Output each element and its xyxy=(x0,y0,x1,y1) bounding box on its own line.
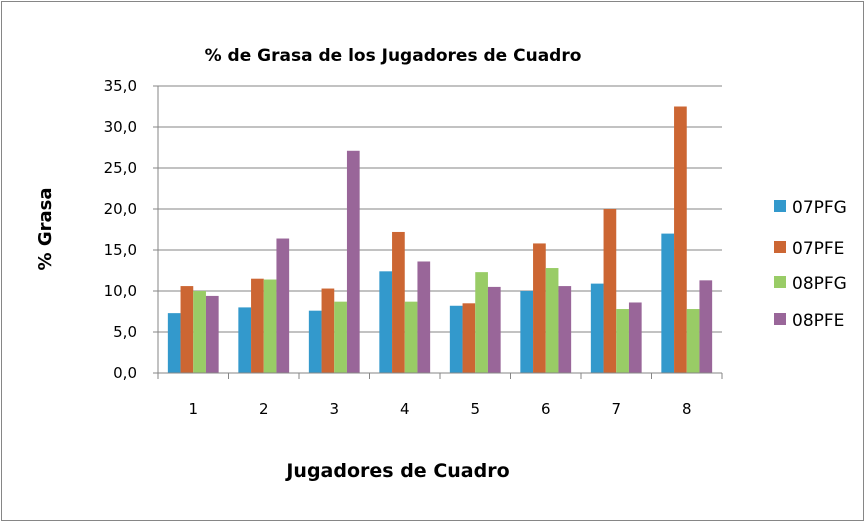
bar-08pfg xyxy=(475,272,488,373)
legend-label: 07PFG xyxy=(792,198,847,218)
x-tick-label: 3 xyxy=(329,400,339,418)
bar-08pfg xyxy=(263,279,277,373)
x-tick-label: 1 xyxy=(188,400,198,418)
x-tick-label: 7 xyxy=(611,400,621,418)
legend-label: 08PFG xyxy=(792,274,847,294)
y-tick-label: 30,0 xyxy=(104,118,137,136)
bar-08pfe xyxy=(699,280,713,373)
y-tick-label: 25,0 xyxy=(104,159,137,177)
bar-08pfe xyxy=(205,295,219,373)
y-tick-label: 35,0 xyxy=(104,77,137,95)
bar-08pfg xyxy=(193,291,206,373)
bar-07pfe xyxy=(180,286,194,373)
bar-07pfg xyxy=(590,283,604,373)
x-tick-label: 2 xyxy=(259,400,269,418)
y-tick-label: 5,0 xyxy=(113,323,137,341)
bar-07pfe xyxy=(251,278,264,373)
bar-07pfg xyxy=(308,310,322,373)
x-tick-label: 8 xyxy=(682,400,692,418)
y-axis-label: % Grasa xyxy=(35,188,56,271)
bar-07pfe xyxy=(674,106,687,373)
bar-07pfg xyxy=(449,305,463,373)
legend-swatch-07pfg xyxy=(774,200,786,212)
bar-08pfe xyxy=(276,238,290,373)
bar-08pfg xyxy=(616,309,629,373)
x-axis-label: Jugadores de Cuadro xyxy=(284,460,509,482)
bar-07pfe xyxy=(321,288,335,373)
chart-title: % de Grasa de los Jugadores de Cuadro xyxy=(205,46,582,66)
bar-08pfe xyxy=(417,261,431,373)
y-tick-label: 0,0 xyxy=(113,364,137,382)
bar-07pfe xyxy=(603,209,617,373)
bar-08pfg xyxy=(334,301,347,373)
y-tick-label: 15,0 xyxy=(104,241,137,259)
x-tick-label: 4 xyxy=(400,400,410,418)
legend-swatch-08pfg xyxy=(774,276,786,288)
bar-07pfg xyxy=(520,291,534,373)
bar-08pfe xyxy=(346,150,360,373)
legend-swatch-08pfe xyxy=(774,313,786,325)
bar-08pfg xyxy=(545,268,559,373)
legend-label: 08PFE xyxy=(792,311,844,331)
legend-label: 07PFE xyxy=(792,239,844,259)
bar-07pfg xyxy=(238,307,252,373)
bar-07pfe xyxy=(533,243,546,373)
bar-07pfg xyxy=(661,233,675,373)
legend-swatch-07pfe xyxy=(774,241,786,253)
x-tick-label: 5 xyxy=(470,400,480,418)
bar-08pfg xyxy=(686,309,700,373)
bar-07pfg xyxy=(379,271,393,373)
bar-07pfe xyxy=(462,303,476,373)
y-tick-label: 10,0 xyxy=(104,282,137,300)
bar-07pfg xyxy=(167,313,181,373)
bar-08pfe xyxy=(558,286,572,373)
y-tick-label: 20,0 xyxy=(104,200,137,218)
bar-08pfe xyxy=(487,286,501,373)
x-tick-label: 6 xyxy=(541,400,551,418)
bar-07pfe xyxy=(392,231,405,373)
bar-08pfe xyxy=(628,302,642,373)
bar-08pfg xyxy=(404,301,418,373)
